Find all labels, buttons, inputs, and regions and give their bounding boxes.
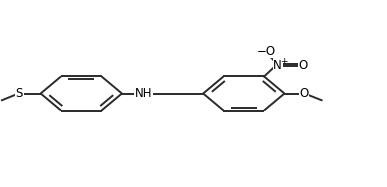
- Text: N: N: [273, 59, 282, 72]
- Text: S: S: [15, 87, 23, 100]
- Text: −O: −O: [257, 45, 276, 58]
- Text: +: +: [281, 57, 288, 66]
- Text: O: O: [298, 59, 307, 72]
- Text: NH: NH: [134, 87, 152, 100]
- Text: O: O: [299, 87, 308, 100]
